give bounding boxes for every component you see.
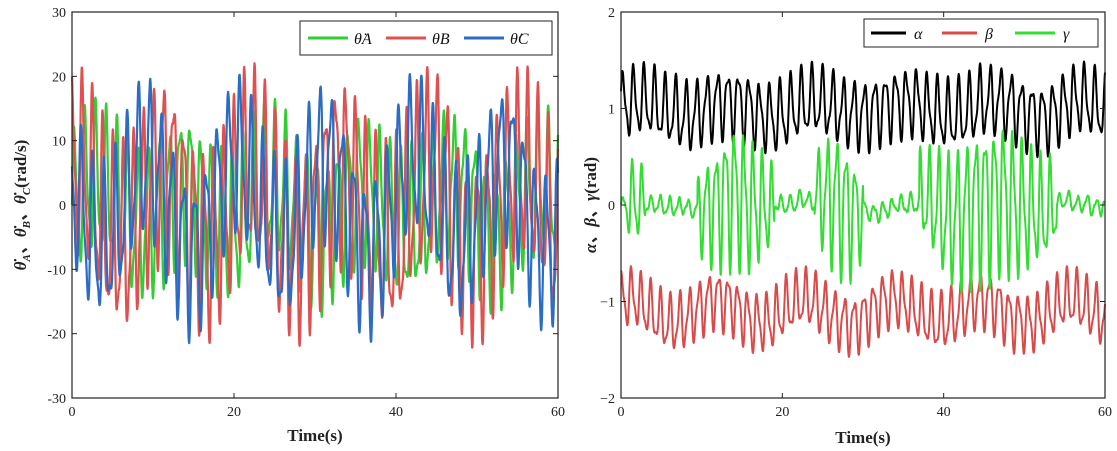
right-y-tick-label: −1 [600, 296, 615, 311]
right-y-tick-label: 1 [608, 103, 615, 118]
left-series-line-2 [70, 72, 560, 345]
left-x-tick-label: 20 [227, 405, 241, 420]
right-x-tick-label: 20 [775, 405, 789, 420]
right-y-axis-label: α、β、γ(rad) [581, 157, 600, 253]
right-y-tick-label: 0 [608, 199, 615, 214]
left-x-tick-label: 0 [69, 405, 76, 420]
right-legend: α β γ [863, 18, 1099, 48]
right-x-axis-label: Time(s) [835, 428, 890, 447]
left-y-tick-label: 20 [52, 70, 66, 85]
left-y-tick-label: -10 [47, 263, 66, 278]
left-legend: θ̇A θ̇B θ̇C [299, 20, 553, 56]
left-chart: -30 -20 -10 0 10 20 30 0 20 40 60 θ̇A θ̇B θ̇C Time… [11, 6, 565, 445]
right-x-tick-label: 40 [937, 405, 951, 420]
left-y-tick-label: 0 [59, 199, 66, 214]
left-y-tick-label: -30 [47, 392, 66, 407]
left-y-tick-label: 10 [52, 135, 66, 150]
left-legend-label-a: θ̇A [354, 31, 372, 48]
right-series-group [620, 60, 1106, 358]
left-y-tick-label: -20 [47, 328, 66, 343]
left-y-tick-label: 30 [52, 6, 66, 21]
left-series-group [70, 62, 560, 349]
right-legend-label-gamma: γ [1063, 26, 1070, 43]
right-x-tick-label: 0 [618, 405, 625, 420]
right-series-line-2 [620, 129, 1106, 294]
left-x-tick-label: 40 [389, 405, 403, 420]
left-x-tick-label: 60 [551, 405, 565, 420]
right-series-line-1 [620, 265, 1106, 358]
left-ticks: -30 -20 -10 0 10 20 30 0 20 40 60 [47, 6, 565, 420]
right-legend-label-alpha: α [914, 26, 923, 43]
left-legend-label-c: θ̇C [510, 31, 529, 48]
left-x-axis-label: Time(s) [287, 426, 342, 445]
right-y-tick-label: −2 [600, 392, 615, 407]
left-legend-label-b: θ̇B [432, 31, 450, 48]
left-y-axis-label: θ̇A、θ̇B、θ̇C(rad/s) [11, 140, 33, 271]
right-series-line-0 [620, 60, 1106, 159]
right-x-tick-label: 60 [1098, 405, 1112, 420]
right-y-tick-label: 2 [608, 6, 615, 21]
right-legend-label-beta: β [984, 26, 993, 43]
